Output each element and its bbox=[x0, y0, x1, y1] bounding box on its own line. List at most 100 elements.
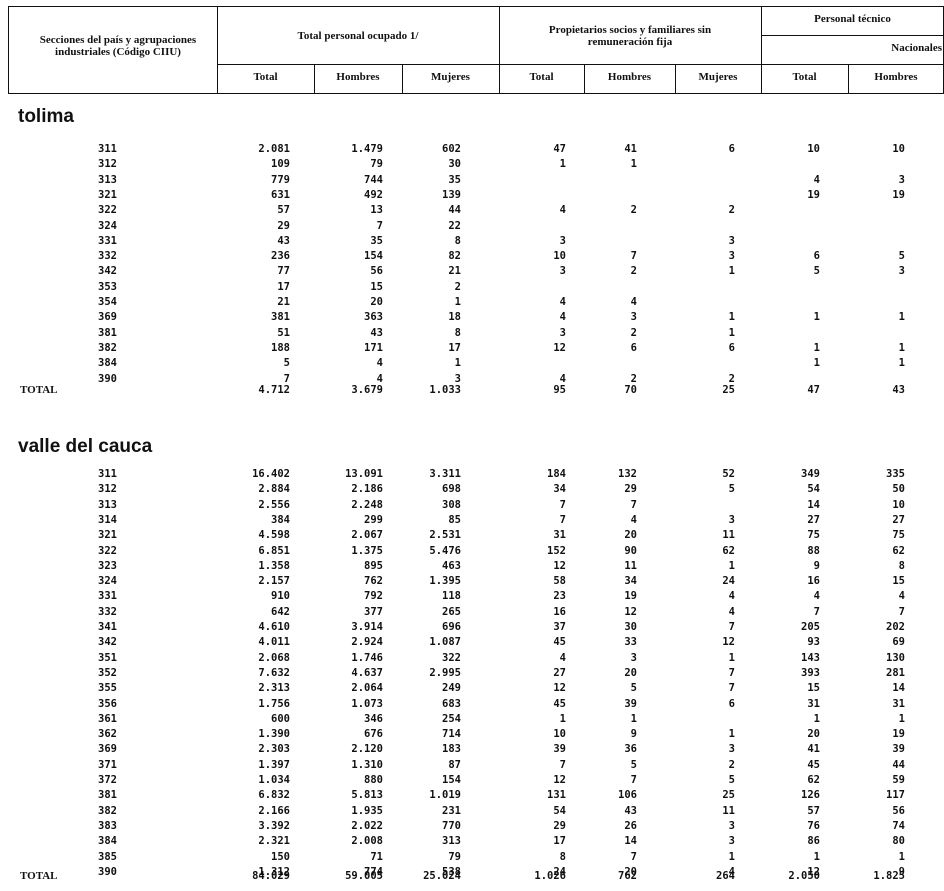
table-cell: 308 bbox=[442, 498, 461, 511]
table-cell: 50 bbox=[892, 483, 905, 496]
table-cell: 1 bbox=[728, 265, 735, 278]
table-cell: 117 bbox=[886, 789, 905, 802]
table-cell: 8 bbox=[454, 326, 461, 339]
table-cell: 2.186 bbox=[351, 483, 383, 496]
table-cell: 1 bbox=[728, 850, 735, 863]
ciiu-code: 342 bbox=[98, 265, 117, 278]
table-cell: 4 bbox=[728, 865, 735, 878]
header-divider-tec bbox=[761, 35, 944, 36]
table-cell: 16 bbox=[807, 575, 820, 588]
table-cell: 744 bbox=[364, 173, 383, 186]
table-cell: 1 bbox=[728, 559, 735, 572]
table-row: 382 188 171 17 12 6 6 1 1 bbox=[0, 341, 944, 357]
table-cell: 34 bbox=[624, 575, 637, 588]
table-cell: 13 bbox=[370, 204, 383, 217]
ciiu-code: 362 bbox=[98, 728, 117, 741]
table-cell: 2.995 bbox=[429, 666, 461, 679]
total-cell: 264 bbox=[716, 870, 735, 882]
table-cell: 3 bbox=[898, 265, 905, 278]
table-cell: 1 bbox=[813, 341, 820, 354]
header-col-tec-hombres: Hombres bbox=[874, 71, 918, 83]
table-cell: 30 bbox=[624, 621, 637, 633]
ciiu-code: 384 bbox=[98, 835, 117, 848]
table-cell: 2 bbox=[630, 326, 637, 339]
table-cell: 3 bbox=[728, 234, 735, 247]
table-cell: 3 bbox=[559, 326, 566, 339]
table-cell: 1 bbox=[898, 311, 905, 324]
table-cell: 880 bbox=[364, 774, 383, 786]
table-row: 341 4.610 3.914 696 37 30 7 205 202 bbox=[0, 620, 944, 636]
ciiu-code: 369 bbox=[98, 743, 117, 756]
table-cell: 7 bbox=[630, 774, 637, 786]
table-cell: 3.392 bbox=[258, 819, 290, 832]
table-cell: 19 bbox=[892, 188, 905, 201]
table-cell: 10 bbox=[892, 143, 905, 155]
ciiu-code: 323 bbox=[98, 559, 117, 572]
header-vline bbox=[675, 64, 676, 94]
table-cell: 313 bbox=[442, 835, 461, 848]
table-cell: 3 bbox=[630, 311, 637, 324]
ciiu-code: 383 bbox=[98, 819, 117, 832]
table-row: 331 43 35 8 3 3 bbox=[0, 234, 944, 250]
table-cell: 9 bbox=[813, 559, 820, 572]
total-cell: 25 bbox=[722, 384, 735, 396]
table-cell: 6.832 bbox=[258, 789, 290, 802]
table-cell: 37 bbox=[553, 621, 566, 633]
table-row: 382 2.166 1.935 231 54 43 11 57 56 bbox=[0, 804, 944, 820]
table-cell: 4 bbox=[559, 651, 566, 664]
table-cell: 139 bbox=[442, 188, 461, 201]
table-cell: 58 bbox=[553, 575, 566, 588]
table-cell: 7 bbox=[376, 219, 383, 232]
ciiu-code: 381 bbox=[98, 326, 117, 339]
table-cell: 19 bbox=[807, 188, 820, 201]
table-cell: 762 bbox=[364, 575, 383, 588]
total-cell: 2.050 bbox=[788, 870, 820, 882]
table-cell: 27 bbox=[807, 513, 820, 526]
table-cell: 6 bbox=[813, 250, 820, 263]
table-cell: 2 bbox=[630, 204, 637, 217]
table-cell: 1.395 bbox=[429, 575, 461, 588]
table-cell: 131 bbox=[547, 789, 566, 802]
table-cell: 602 bbox=[442, 143, 461, 155]
table-cell: 2.884 bbox=[258, 483, 290, 496]
ciiu-code: 361 bbox=[98, 712, 117, 725]
table-cell: 349 bbox=[801, 468, 820, 480]
table-cell: 18 bbox=[448, 311, 461, 324]
ciiu-code: 369 bbox=[98, 311, 117, 324]
table-row: 321 631 492 139 19 19 bbox=[0, 188, 944, 204]
table-cell: 126 bbox=[801, 789, 820, 802]
table-cell: 8 bbox=[898, 559, 905, 572]
table-cell: 2 bbox=[728, 372, 735, 385]
table-cell: 35 bbox=[370, 234, 383, 247]
table-cell: 1 bbox=[630, 712, 637, 725]
ciiu-code: 356 bbox=[98, 697, 117, 710]
table-cell: 31 bbox=[892, 697, 905, 710]
table-cell: 4.011 bbox=[258, 636, 290, 649]
ciiu-code: 381 bbox=[98, 789, 117, 802]
table-cell: 377 bbox=[364, 605, 383, 618]
table-cell: 16 bbox=[553, 605, 566, 618]
table-cell: 7 bbox=[283, 372, 290, 385]
table-cell: 1.479 bbox=[351, 143, 383, 155]
table-cell: 5 bbox=[630, 682, 637, 695]
table-cell: 254 bbox=[442, 712, 461, 725]
table-cell: 600 bbox=[271, 712, 290, 725]
table-cell: 1 bbox=[559, 158, 566, 171]
table-cell: 202 bbox=[886, 621, 905, 633]
table-cell: 27 bbox=[553, 666, 566, 679]
table-cell: 2.556 bbox=[258, 498, 290, 511]
table-cell: 2 bbox=[630, 265, 637, 278]
table-cell: 90 bbox=[624, 544, 637, 557]
table-cell: 109 bbox=[271, 158, 290, 171]
header-vline bbox=[499, 6, 500, 94]
table-cell: 538 bbox=[442, 865, 461, 878]
table-cell: 154 bbox=[442, 774, 461, 786]
table-cell: 3 bbox=[728, 819, 735, 832]
table-cell: 12 bbox=[553, 341, 566, 354]
table-row: 355 2.313 2.064 249 12 5 7 15 14 bbox=[0, 681, 944, 697]
table-cell: 3 bbox=[898, 173, 905, 186]
table-cell: 1 bbox=[728, 326, 735, 339]
header-vline bbox=[848, 64, 849, 94]
ciiu-code: 321 bbox=[98, 529, 117, 542]
table-cell: 4.610 bbox=[258, 621, 290, 633]
